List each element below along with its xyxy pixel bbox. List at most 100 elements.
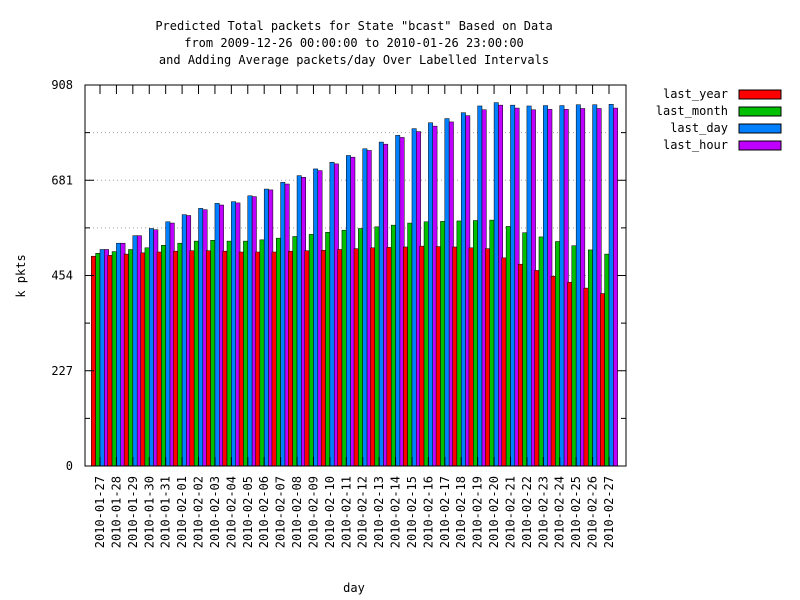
y-tick-label: 227	[51, 364, 73, 378]
bar-last_day	[263, 188, 269, 467]
bar-last_day	[378, 141, 384, 467]
x-tick-label: 2010-02-24	[553, 476, 567, 548]
y-tick-label: 681	[51, 173, 73, 187]
bar-last_year	[403, 246, 408, 467]
bar-last_month	[604, 253, 610, 467]
bar-last_year	[222, 250, 228, 467]
x-tick-label: 2010-02-05	[241, 476, 255, 548]
bar-last_year	[485, 248, 490, 467]
bar-last_month	[193, 240, 199, 467]
bar-last_month	[259, 239, 265, 467]
bar-last_year	[320, 250, 326, 467]
bar-last_month	[522, 232, 528, 467]
x-tick-label: 2010-02-25	[569, 476, 583, 548]
x-tick-label: 2010-01-30	[142, 476, 156, 548]
bar-last_day	[247, 195, 253, 467]
bar-last_day	[116, 242, 122, 467]
bar-last_month	[210, 240, 216, 467]
bar-last_year	[534, 270, 540, 467]
y-axis-label: k pkts	[14, 254, 28, 297]
bars	[91, 102, 618, 467]
bar-last_month	[555, 241, 560, 467]
bar-last_year	[189, 250, 195, 467]
x-tick-label: 2010-02-07	[274, 476, 288, 548]
bar-last_month	[440, 221, 446, 467]
x-tick-label: 2010-02-18	[454, 476, 468, 548]
bar-last_day	[395, 135, 401, 467]
bar-last_year	[550, 276, 556, 467]
x-tick-label: 2010-02-14	[389, 476, 403, 548]
bar-last_year	[271, 251, 277, 467]
legend-label-last_hour: last_hour	[663, 138, 728, 152]
bar-last_month	[128, 249, 134, 467]
bar-last_year	[600, 293, 605, 467]
bar-last_day	[493, 102, 499, 467]
bar-last_month	[473, 220, 478, 467]
legend-swatch-last_hour	[738, 140, 782, 151]
bar-last_month	[374, 226, 380, 467]
bar-last_year	[91, 255, 96, 467]
bar-last_day	[543, 105, 548, 467]
x-tick-label: 2010-02-13	[372, 476, 386, 548]
bar-last_year	[173, 250, 178, 467]
bar-last_month	[390, 224, 396, 467]
bar-last_month	[292, 236, 298, 467]
bar-last_year	[435, 246, 441, 467]
bar-last_month	[505, 226, 511, 467]
x-tick-label: 2010-02-01	[175, 476, 189, 548]
bar-last_day	[526, 105, 532, 467]
bar-last_year	[501, 257, 507, 467]
bar-last_day	[346, 155, 351, 467]
bar-last_day	[313, 168, 319, 467]
bar-last_year	[353, 248, 359, 467]
x-tick-label: 2010-01-31	[159, 476, 173, 548]
x-tick-label: 2010-02-27	[602, 476, 616, 548]
bar-last_day	[411, 128, 417, 467]
bar-last_month	[243, 240, 249, 467]
legend-label-last_year: last_year	[663, 87, 728, 101]
y-axis: 0 227 454 681 908	[51, 78, 626, 473]
title-line: and Adding Average packets/day Over Labe…	[159, 53, 549, 67]
x-tick-label: 2010-02-02	[192, 476, 206, 548]
bar-last_month	[358, 228, 363, 467]
x-tick-label: 2010-02-19	[471, 476, 485, 548]
legend-swatch-last_day	[738, 123, 782, 134]
title-line: from 2009-12-26 00:00:00 to 2010-01-26 2…	[184, 36, 524, 50]
x-tick-label: 2010-02-23	[536, 476, 550, 548]
bar-last_year	[567, 281, 573, 467]
bar-last_year	[288, 250, 293, 467]
bar-last_month	[111, 251, 117, 467]
bar-last_year	[123, 253, 129, 467]
bar-last_day	[280, 182, 286, 467]
x-tick-label: 2010-02-04	[224, 476, 238, 548]
x-tick-label: 2010-02-11	[339, 476, 353, 548]
bar-last_month	[308, 234, 314, 467]
bar-last_day	[231, 201, 236, 467]
bar-last_year	[452, 246, 458, 467]
x-tick-label: 2010-02-09	[306, 476, 320, 548]
x-tick-label: 2010-02-10	[323, 476, 337, 548]
bar-last_day	[510, 104, 516, 467]
bar-last_hour	[613, 107, 618, 467]
bar-last_month	[144, 247, 150, 467]
chart-title: Predicted Total packets for State "bcast…	[155, 19, 552, 67]
x-axis-label: day	[343, 581, 365, 595]
x-tick-label: 2010-02-06	[257, 476, 271, 548]
bar-last_day	[362, 148, 368, 467]
x-tick-label: 2010-02-16	[421, 476, 435, 548]
title-line: Predicted Total packets for State "bcast…	[155, 19, 552, 33]
legend-label-last_month: last_month	[656, 104, 728, 118]
bar-last_day	[198, 208, 204, 467]
y-tick-label: 908	[51, 78, 73, 92]
x-tick-label: 2010-02-20	[487, 476, 501, 548]
x-tick-label: 2010-01-29	[126, 476, 140, 548]
x-tick-label: 2010-02-15	[405, 476, 419, 548]
bar-last_year	[255, 251, 261, 467]
bar-last_month	[538, 236, 544, 467]
bar-last_month	[161, 245, 166, 467]
bar-last_month	[423, 221, 429, 467]
bar-last_month	[456, 220, 462, 467]
legend-swatch-last_month	[738, 106, 782, 117]
x-tick-label: 2010-02-12	[356, 476, 370, 548]
